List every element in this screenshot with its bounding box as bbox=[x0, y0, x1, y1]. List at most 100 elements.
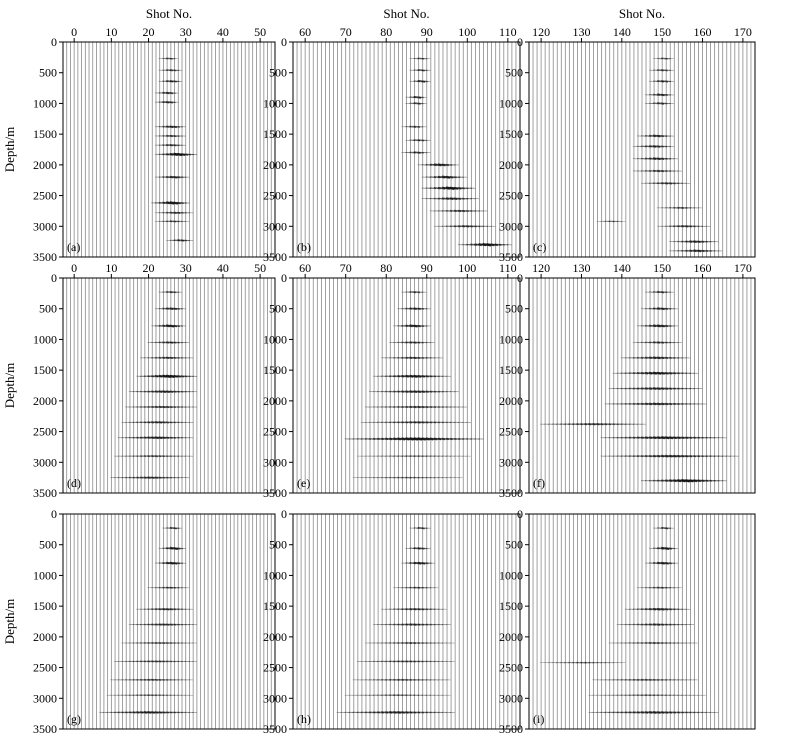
x-tick-label: 160 bbox=[694, 25, 712, 39]
y-tick-label: 1000 bbox=[499, 332, 523, 346]
x-tick-label: 170 bbox=[734, 25, 752, 39]
y-tick-label: 2500 bbox=[499, 425, 523, 439]
reflection-event bbox=[665, 527, 672, 529]
y-tick-label: 0 bbox=[51, 271, 57, 285]
y-tick-label: 2500 bbox=[263, 661, 287, 675]
y-tick-label: 1000 bbox=[499, 96, 523, 110]
panel-label: (h) bbox=[297, 712, 311, 726]
y-tick-label: 3500 bbox=[499, 250, 523, 264]
y-tick-label: 2000 bbox=[499, 158, 523, 172]
x-tick-label: 20 bbox=[143, 25, 155, 39]
x-tick-label: 60 bbox=[299, 261, 311, 275]
panel-b: 60 70 80 90 100 11005001000150020002500300035… bbox=[263, 6, 521, 264]
reflection-event bbox=[417, 102, 424, 105]
reflection-event bbox=[173, 80, 180, 83]
reflection-event bbox=[173, 527, 180, 529]
reflection-event bbox=[177, 562, 184, 564]
y-tick-label: 1500 bbox=[263, 363, 287, 377]
x-tick-label: 150 bbox=[653, 25, 671, 39]
x-tick-label: 30 bbox=[180, 261, 192, 275]
plot-frame bbox=[528, 513, 756, 730]
y-tick-label: 3000 bbox=[33, 219, 57, 233]
y-tick-label: 0 bbox=[281, 507, 287, 521]
x-tick-label: 90 bbox=[421, 261, 433, 275]
plot-frame bbox=[528, 41, 756, 258]
x-tick-label: 40 bbox=[217, 261, 229, 275]
y-tick-label: 3500 bbox=[33, 722, 57, 736]
x-tick-label: 140 bbox=[613, 261, 631, 275]
reflection-event bbox=[665, 80, 672, 83]
y-tick-label: 1500 bbox=[33, 599, 57, 613]
y-tick-label: 3000 bbox=[263, 691, 287, 705]
y-tick-label: 2500 bbox=[499, 189, 523, 203]
y-tick-label: 2000 bbox=[263, 394, 287, 408]
y-tick-label: 1500 bbox=[263, 127, 287, 141]
y-tick-label: 3500 bbox=[263, 486, 287, 500]
y-tick-label: 2500 bbox=[33, 661, 57, 675]
reflection-event bbox=[421, 80, 428, 83]
panel-label: (d) bbox=[67, 476, 81, 490]
reflection-event bbox=[169, 101, 176, 104]
x-tick-label: 60 bbox=[299, 25, 311, 39]
y-tick-label: 1000 bbox=[263, 568, 287, 582]
reflection-event bbox=[180, 202, 187, 204]
x-tick-label: 80 bbox=[380, 261, 392, 275]
y-tick-label: 3000 bbox=[499, 455, 523, 469]
y-tick-label: 3000 bbox=[33, 691, 57, 705]
x-tick-label: 130 bbox=[572, 25, 590, 39]
y-axis-title: Depth/m bbox=[2, 127, 17, 173]
y-tick-label: 500 bbox=[39, 302, 57, 316]
y-tick-label: 2000 bbox=[263, 630, 287, 644]
y-tick-label: 500 bbox=[269, 66, 287, 80]
y-tick-label: 1000 bbox=[263, 332, 287, 346]
y-tick-label: 3000 bbox=[33, 455, 57, 469]
x-tick-label: 100 bbox=[458, 261, 476, 275]
y-tick-label: 1500 bbox=[499, 127, 523, 141]
x-tick-label: 50 bbox=[254, 261, 266, 275]
x-axis-title: Shot No. bbox=[146, 6, 192, 21]
y-tick-label: 1500 bbox=[33, 127, 57, 141]
y-tick-label: 2000 bbox=[33, 630, 57, 644]
x-tick-label: 10 bbox=[105, 261, 117, 275]
x-tick-label: 100 bbox=[458, 25, 476, 39]
x-tick-label: 70 bbox=[340, 25, 352, 39]
y-tick-label: 2500 bbox=[263, 425, 287, 439]
x-tick-label: 110 bbox=[499, 25, 517, 39]
reflection-event bbox=[421, 69, 428, 72]
y-tick-label: 500 bbox=[505, 302, 523, 316]
y-tick-label: 500 bbox=[505, 66, 523, 80]
panel-label: (i) bbox=[533, 712, 544, 726]
panel-label: (b) bbox=[297, 240, 311, 254]
panel-c: 120 130 140 150 160 170 0 500 1000 1500 2000 2500 30… bbox=[499, 6, 756, 264]
y-tick-label: 0 bbox=[281, 271, 287, 285]
y-tick-label: 0 bbox=[51, 507, 57, 521]
y-tick-label: 1000 bbox=[263, 96, 287, 110]
reflection-event bbox=[669, 562, 676, 564]
y-tick-label: 2500 bbox=[33, 425, 57, 439]
panel-label: (e) bbox=[297, 476, 310, 490]
y-tick-label: 2000 bbox=[263, 158, 287, 172]
plot-frame bbox=[292, 277, 521, 494]
y-tick-label: 1500 bbox=[499, 363, 523, 377]
y-tick-label: 3500 bbox=[33, 486, 57, 500]
panel-h: 0 500 1000 1500 2000 2500 3000 3500 (h) bbox=[263, 507, 521, 736]
y-tick-label: 500 bbox=[505, 538, 523, 552]
y-tick-label: 1000 bbox=[33, 332, 57, 346]
y-tick-label: 0 bbox=[281, 35, 287, 49]
x-tick-label: 30 bbox=[180, 25, 192, 39]
x-tick-label: 20 bbox=[143, 261, 155, 275]
y-tick-label: 2000 bbox=[499, 394, 523, 408]
y-tick-label: 1000 bbox=[33, 96, 57, 110]
y-axis-title: Depth/m bbox=[2, 363, 17, 409]
x-tick-label: 140 bbox=[613, 25, 631, 39]
plot-frame bbox=[62, 277, 276, 494]
y-tick-label: 3000 bbox=[263, 219, 287, 233]
plot-frame bbox=[62, 513, 276, 730]
reflection-event bbox=[177, 547, 184, 550]
reflection-event bbox=[425, 562, 432, 564]
panel-d: 0 10 20 30 40 500500100015002000250030003500(… bbox=[2, 261, 276, 500]
panel-e: 60 70 80 90 100 11005001000150020002500300035… bbox=[263, 261, 521, 500]
x-tick-label: 0 bbox=[71, 261, 77, 275]
plot-frame bbox=[292, 513, 521, 730]
y-tick-label: 2000 bbox=[33, 394, 57, 408]
